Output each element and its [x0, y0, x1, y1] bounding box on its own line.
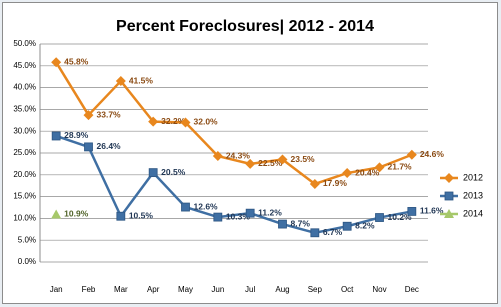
series-line	[55, 134, 413, 235]
data-point	[407, 207, 417, 216]
data-point	[310, 228, 320, 238]
x-tick-label: Jun	[211, 285, 224, 294]
data-label: 24.3%	[226, 150, 251, 160]
data-label: 33.7%	[97, 109, 122, 119]
data-label: 26.4%	[97, 141, 122, 151]
data-point	[278, 219, 287, 229]
data-label: 45.8%	[64, 57, 89, 67]
data-point	[374, 162, 385, 173]
y-tick-label: 5.0%	[18, 235, 36, 244]
y-tick-label: 15.0%	[13, 192, 36, 201]
data-point	[245, 208, 255, 218]
series-line	[55, 61, 413, 186]
data-point	[277, 154, 288, 165]
y-tick-label: 0.0%	[18, 257, 36, 266]
data-point	[148, 168, 158, 178]
x-tick-label: Feb	[82, 285, 96, 294]
data-label: 24.6%	[420, 149, 445, 159]
data-label: 21.7%	[388, 162, 413, 172]
data-label: 10.5%	[129, 210, 154, 220]
data-label: 17.9%	[323, 178, 348, 188]
data-label: 11.6%	[420, 206, 444, 216]
data-label: 32.0%	[194, 117, 219, 127]
data-point	[84, 142, 93, 152]
y-tick-label: 50.0%	[13, 39, 36, 48]
legend-label: 2014	[463, 208, 483, 218]
y-tick-label: 25.0%	[13, 148, 36, 157]
data-label: 28.9%	[64, 130, 89, 140]
data-label: 20.5%	[161, 167, 186, 177]
x-tick-label: May	[178, 285, 193, 294]
x-tick-label: Jul	[245, 285, 255, 294]
legend-marker	[444, 191, 454, 201]
legend-label: 2013	[463, 190, 483, 200]
y-tick-label: 30.0%	[13, 126, 36, 135]
legend-label: 2012	[463, 172, 483, 182]
data-point	[180, 117, 191, 128]
data-label: 6.7%	[323, 227, 343, 237]
data-label: 8.7%	[291, 218, 311, 228]
legend-marker	[444, 173, 454, 183]
data-point	[115, 76, 126, 87]
data-label: 22.5%	[258, 158, 283, 168]
x-tick-label: Sep	[308, 285, 323, 294]
data-point	[309, 178, 320, 189]
data-point	[212, 151, 223, 162]
data-point	[406, 149, 417, 160]
x-tick-label: Apr	[147, 285, 160, 294]
data-label: 20.4%	[355, 167, 380, 177]
data-label: 41.5%	[129, 75, 154, 85]
data-point	[375, 213, 384, 222]
x-tick-label: Jan	[50, 285, 63, 294]
data-point	[342, 221, 352, 231]
data-point	[51, 57, 62, 68]
data-point	[148, 116, 159, 127]
y-tick-label: 20.0%	[13, 170, 36, 179]
data-point	[51, 131, 61, 141]
x-tick-label: Oct	[341, 285, 354, 294]
legend-marker	[444, 209, 454, 218]
x-tick-label: Nov	[372, 285, 386, 294]
y-tick-label: 10.0%	[13, 214, 36, 223]
chart-title: Percent Foreclosures| 2012 - 2014	[116, 18, 374, 35]
x-tick-label: Mar	[114, 285, 128, 294]
data-label: 10.3%	[226, 211, 251, 221]
x-tick-label: Dec	[405, 285, 419, 294]
y-tick-label: 35.0%	[13, 105, 36, 114]
x-tick-label: Aug	[275, 285, 289, 294]
y-tick-label: 40.0%	[13, 83, 36, 92]
data-point	[51, 209, 62, 219]
data-label: 10.9%	[64, 209, 89, 219]
data-label: 8.2%	[355, 220, 375, 230]
data-point	[245, 158, 256, 169]
data-point	[116, 211, 126, 221]
data-label: 12.6%	[194, 201, 219, 211]
data-label: 23.5%	[291, 154, 316, 164]
y-tick-label: 45.0%	[13, 61, 36, 70]
data-point	[342, 168, 353, 179]
data-point	[83, 110, 94, 121]
data-point	[181, 202, 190, 212]
data-point	[213, 212, 223, 222]
data-label: 32.2%	[161, 116, 186, 126]
data-label: 10.2%	[388, 212, 413, 222]
data-label: 11.2%	[258, 207, 282, 217]
